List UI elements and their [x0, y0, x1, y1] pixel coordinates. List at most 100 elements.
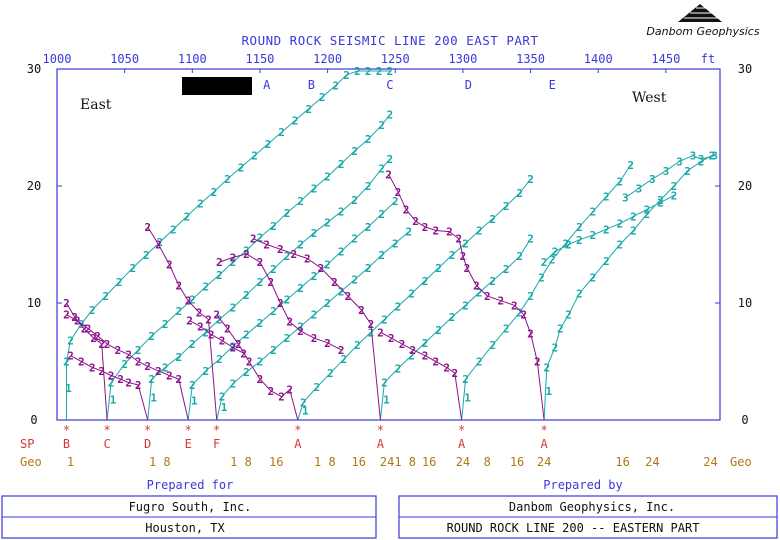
- reflection-point: 2: [240, 347, 247, 360]
- first-arrival-point: 2: [365, 262, 372, 275]
- first-arrival-point: 2: [489, 213, 496, 226]
- first-arrival-point: 2: [365, 221, 372, 234]
- first-arrival-point: 2: [265, 138, 272, 151]
- reflection-point: 2: [267, 385, 274, 398]
- reflection-point: 2: [278, 391, 285, 404]
- reflection-point: 2: [63, 309, 70, 322]
- reflection-line: [219, 253, 342, 351]
- prepared-for-label: Prepared for: [147, 478, 234, 492]
- reflection-point: 2: [213, 309, 220, 322]
- first-arrival-point: 2: [644, 208, 651, 221]
- third-layer-point: 3: [698, 153, 705, 166]
- geophone-number: 24: [537, 455, 551, 469]
- first-arrival-point: 2: [338, 158, 345, 171]
- reflection-point: 2: [297, 325, 304, 338]
- first-arrival-point: 2: [354, 65, 361, 78]
- first-arrival-point: 2: [365, 133, 372, 146]
- reflection-point: 2: [534, 356, 541, 369]
- reflection-point: 2: [399, 338, 406, 351]
- x-tick-label: 1000: [43, 52, 72, 66]
- first-arrival-line: [543, 155, 713, 421]
- shot-point-star: *: [458, 423, 465, 437]
- geo-label-left: Geo: [20, 455, 42, 469]
- first-arrival-point: 2: [251, 150, 258, 163]
- first-arrival-point: 2: [378, 162, 385, 175]
- first-arrival-point: 2: [516, 187, 523, 200]
- first-arrival-point: 2: [230, 256, 237, 269]
- first-arrival-point: 2: [557, 323, 564, 336]
- first-arrival-point: 2: [343, 69, 350, 82]
- reflection-point: 2: [388, 332, 395, 345]
- prepared-for-city: Houston, TX: [145, 521, 225, 535]
- first-arrival-point: 2: [216, 269, 223, 282]
- top-marker-label: E: [549, 78, 556, 92]
- first-arrival-point: 2: [368, 326, 375, 339]
- shot-point-label: C: [103, 437, 110, 451]
- top-marker-label: B: [308, 78, 315, 92]
- geophone-number: 16: [510, 455, 524, 469]
- shot-point-label: E: [185, 437, 192, 451]
- reflection-point: 2: [422, 221, 429, 234]
- reflection-point: 2: [263, 239, 270, 252]
- reflection-point: 2: [186, 315, 193, 328]
- reflection-point: 2: [208, 329, 215, 342]
- reflection-point: 2: [125, 348, 132, 361]
- third-layer-point: 3: [711, 150, 718, 163]
- first-arrival-line: [379, 238, 532, 421]
- x-tick-label: 1350: [516, 52, 545, 66]
- y-tick-label-left: 30: [27, 62, 41, 76]
- reflection-point: 2: [324, 337, 331, 350]
- reflection-point: 2: [85, 323, 92, 336]
- reflection-point: 2: [235, 338, 242, 351]
- first-arrival-point: 2: [203, 326, 210, 339]
- first-arrival-line: [216, 231, 410, 421]
- first-arrival-point: 2: [278, 126, 285, 139]
- reflection-point: 2: [497, 295, 504, 308]
- reflection-point: 2: [412, 215, 419, 228]
- x-tick-label: 1250: [381, 52, 410, 66]
- first-arrival-line: [297, 178, 531, 421]
- reflection-point: 2: [520, 309, 527, 322]
- first-arrival-point: 2: [392, 195, 399, 208]
- first-arrival-point: 2: [603, 255, 610, 268]
- reflection-point: 2: [484, 290, 491, 303]
- first-arrival-point: 2: [238, 161, 245, 174]
- reflection-point: 2: [144, 360, 151, 373]
- shot-point-label: A: [540, 437, 548, 451]
- reflection-point: 2: [197, 320, 204, 333]
- reflection-point: 2: [338, 344, 345, 357]
- first-arrival-point: 2: [543, 361, 550, 374]
- first-arrival-point: 2: [311, 227, 318, 240]
- first-arrival-point: 2: [300, 396, 307, 409]
- first-arrival-line: [106, 114, 391, 421]
- reflection-point: 2: [473, 279, 480, 292]
- reflection-point: 2: [385, 168, 392, 181]
- first-arrival-base-point: 1: [221, 401, 228, 414]
- first-arrival-point: 2: [89, 304, 96, 317]
- first-arrival-point: 2: [657, 196, 664, 209]
- first-arrival-point: 2: [170, 223, 177, 236]
- east-label: East: [80, 97, 112, 113]
- prepared-for-company: Fugro South, Inc.: [129, 500, 252, 514]
- first-arrival-point: 2: [311, 309, 318, 322]
- first-arrival-point: 2: [175, 351, 182, 364]
- reflection-point: 2: [98, 365, 105, 378]
- reflection-point: 2: [331, 276, 338, 289]
- first-arrival-point: 2: [338, 246, 345, 259]
- first-arrival-point: 2: [270, 344, 277, 357]
- first-arrival-point: 2: [395, 363, 402, 376]
- first-arrival-point: 2: [365, 65, 372, 78]
- first-arrival-point: 2: [338, 206, 345, 219]
- first-arrival-point: 2: [284, 250, 291, 263]
- shot-point-star: *: [185, 423, 192, 437]
- reflection-point: 2: [117, 373, 124, 386]
- first-arrival-point: 2: [562, 237, 569, 250]
- first-arrival-point: 2: [224, 173, 231, 186]
- top-marker-label: C: [386, 78, 393, 92]
- first-arrival-point: 2: [552, 246, 559, 259]
- first-arrival-point: 2: [305, 103, 312, 116]
- first-arrival-point: 2: [230, 302, 237, 315]
- reflection-point: 2: [422, 350, 429, 363]
- reflection-point: 2: [185, 295, 192, 308]
